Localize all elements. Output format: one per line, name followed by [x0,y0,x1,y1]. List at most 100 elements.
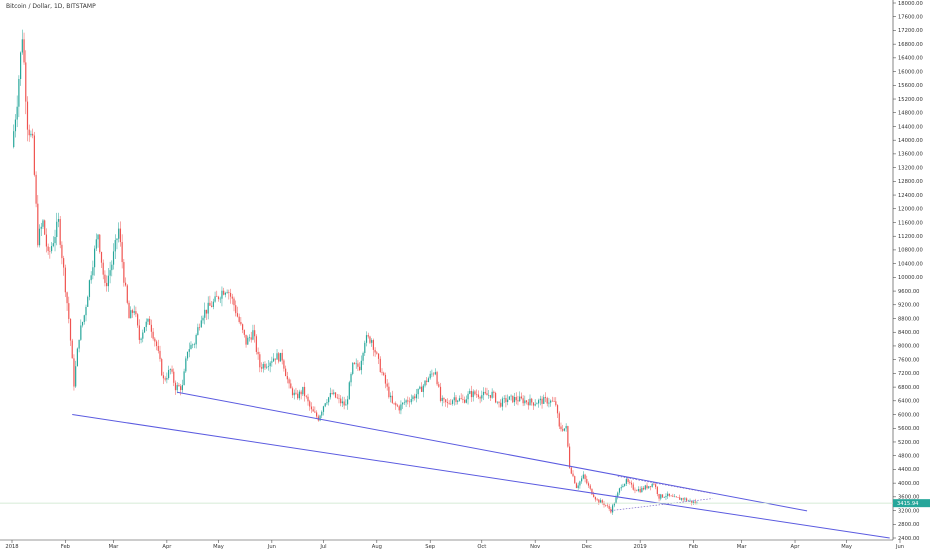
candle-down [636,490,638,492]
candle-down [233,298,235,306]
price-tick-label: 12000.00 [898,207,923,213]
candle-down [505,398,507,403]
candle-down [593,494,595,498]
candle-down [682,498,684,500]
candle-down [336,397,338,399]
candle-up [410,398,412,403]
candle-up [582,474,584,479]
candle-up [346,399,349,405]
candle-up [166,378,168,380]
time-tick-label: Sep [425,544,435,550]
candle-down [489,395,492,398]
candle-down [359,366,361,371]
candle-up [641,487,643,493]
candle-down [598,499,600,503]
candle-down [300,391,302,395]
candle-up [326,402,328,404]
candle-up [140,338,142,340]
candle-up [458,398,461,401]
candle-down [498,401,500,403]
price-tick-label: 7600.00 [898,357,919,363]
price-axis-ticks: 18000.00 17600.00 17200.00 16800.00 16400.00… [893,1,923,542]
price-tick-label: 13200.00 [898,165,923,171]
candle-down [544,397,547,399]
candle-up [221,290,223,299]
candle-down [162,375,165,379]
candle-down [632,484,634,490]
price-tick-label: 4400.00 [898,467,919,473]
candle-up [615,497,617,504]
candle-down [73,358,75,387]
price-tick-label: 13600.00 [898,152,923,158]
candle-down [560,426,562,430]
candle-down [686,498,688,501]
candle-up [599,500,602,503]
candle-up [224,292,226,295]
time-tick-label: Aug [372,544,382,550]
candle-down [49,250,51,252]
candle-down [379,358,381,373]
chart-title: Bitcoin / Dollar, 1D, BITSTAMP [6,3,96,10]
candle-down [283,360,285,369]
candle-down [260,367,263,369]
candle-up [112,251,115,265]
candle-down [257,351,259,355]
candle-up [534,404,536,406]
candle-down [656,487,658,495]
candle-down [479,397,481,399]
candle-down [512,395,514,403]
candle-up [269,362,271,367]
candle-down [532,402,535,406]
candle-up [197,327,199,335]
candle-up [457,400,459,402]
candle-down [388,386,390,398]
price-tick-label: 8800.00 [898,316,919,322]
candle-down [367,335,369,337]
candle-up [214,296,216,302]
candle-down [391,395,393,403]
candle-up [618,488,621,493]
candle-up [680,498,683,500]
candle-up [133,311,135,313]
candle-up [365,335,368,343]
candle-up [538,400,540,404]
candle-down [558,413,560,427]
candle-down [69,318,72,341]
candle-down [281,352,283,361]
candle-down [236,313,239,317]
candle-up [419,386,421,389]
time-tick-label: 2019 [634,544,647,550]
channel-trendline [177,391,808,512]
candle-down [646,485,648,489]
candle-down [455,397,457,402]
candle-down [223,290,225,295]
candle-down [668,493,670,496]
candle-up [345,404,347,406]
candle-down [439,386,442,402]
time-tick-label: 2018 [5,544,18,550]
candle-up [507,399,509,403]
candle-down [398,406,400,411]
candle-up [417,388,419,395]
price-tick-label: 4800.00 [898,453,919,459]
candle-down [484,391,486,394]
candle-down [627,479,629,482]
candle-down [396,405,399,407]
candle-down [157,346,159,351]
candle-up [524,400,526,404]
candle-up [453,397,455,401]
candle-down [178,385,180,387]
candle-down [649,486,652,488]
candle-down [286,376,288,380]
candle-up [469,390,471,394]
candle-up [510,395,512,397]
candle-down [312,409,314,412]
price-tick-label: 6800.00 [898,385,919,391]
time-tick-label: May [213,544,224,550]
candle-down [556,405,559,414]
candle-down [228,292,230,293]
candle-down [575,483,578,489]
price-tick-label: 10000.00 [898,275,923,281]
candle-up [660,494,662,499]
